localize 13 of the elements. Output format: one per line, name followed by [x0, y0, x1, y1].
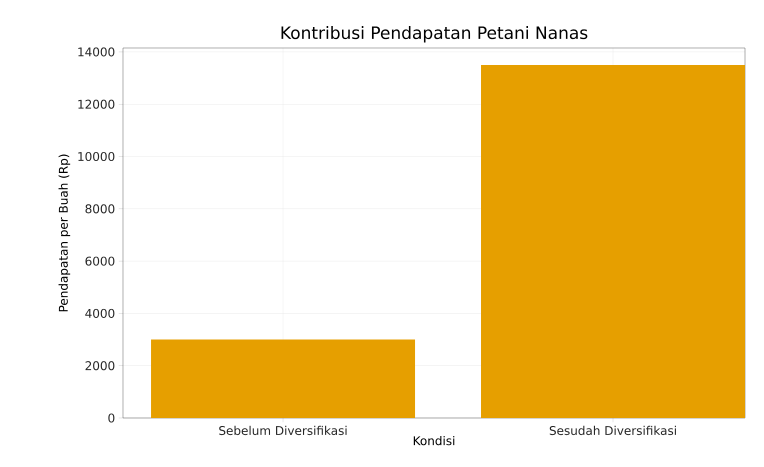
y-tick-label: 4000	[85, 308, 114, 318]
y-axis-title: Pendapatan per Buah (Rp)	[58, 154, 70, 312]
y-tick-label: 14000	[78, 47, 114, 56]
y-tick-label: 2000	[86, 361, 114, 370]
y-tick-label: 6000	[85, 256, 114, 266]
x-axis-title: Kondisi	[414, 436, 454, 446]
y-tick-label: 8000	[85, 204, 114, 214]
chart-title: Kontribusi Pendapatan Petani Nanas	[282, 26, 588, 42]
y-tick-label: 0	[108, 413, 114, 423]
x-tick-label: Sebelum Diversifikasi	[219, 426, 347, 436]
x-tick-label: Sesudah Diversifikasi	[550, 426, 676, 436]
y-tick-label: 10000	[78, 152, 114, 162]
y-tick-label: 12000	[78, 100, 114, 109]
